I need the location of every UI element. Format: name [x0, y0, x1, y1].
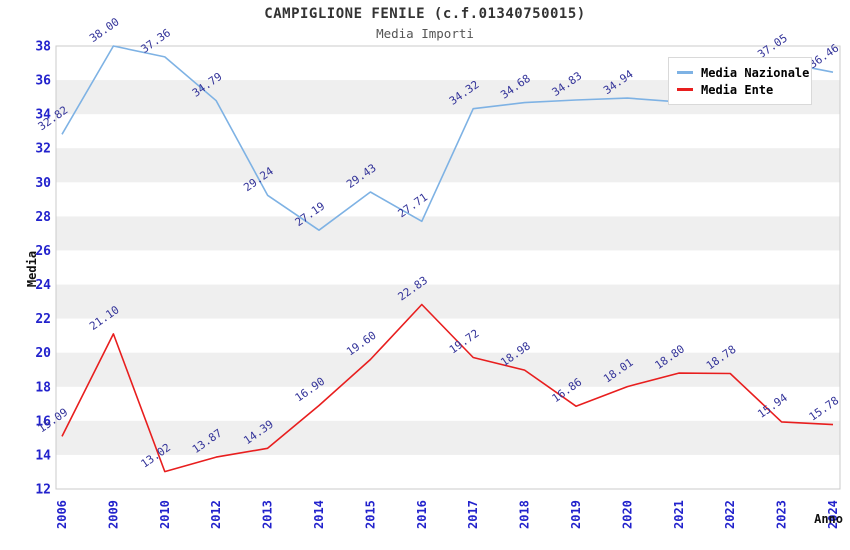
- plot-border: [55, 45, 841, 490]
- point-label: 37.36: [138, 26, 173, 56]
- legend-label: Media Nazionale: [701, 65, 810, 80]
- y-tick-label: 22: [35, 312, 51, 327]
- point-label: 38.00: [87, 15, 122, 45]
- y-tick-label: 30: [35, 176, 51, 191]
- y-axis-title: Media: [25, 250, 40, 288]
- x-tick-label: 2016: [415, 500, 429, 529]
- legend: Media Nazionale Media Ente: [668, 57, 812, 105]
- legend-label: Media Ente: [701, 82, 774, 97]
- x-tick-label: 2018: [518, 500, 532, 529]
- point-label: 19.72: [447, 327, 482, 357]
- y-tick-label: 12: [35, 483, 51, 498]
- x-tick-label: 2022: [723, 500, 737, 529]
- y-tick-label: 36: [35, 74, 51, 89]
- grid-band: [56, 216, 840, 251]
- x-tick-label: 2009: [106, 500, 120, 529]
- y-tick-label: 28: [35, 210, 51, 225]
- x-tick-label: 2017: [466, 500, 480, 529]
- x-tick-label: 2010: [158, 500, 172, 529]
- chart-subtitle: Media Importi: [376, 26, 474, 41]
- y-tick-label: 32: [35, 142, 51, 157]
- x-tick-label: 2013: [261, 500, 275, 529]
- x-axis-title: Anno: [814, 512, 843, 526]
- chart-title: CAMPIGLIONE FENILE (c.f.01340750015): [264, 6, 586, 22]
- x-tick-label: 2020: [620, 500, 634, 529]
- x-tick-label: 2019: [569, 500, 583, 529]
- y-tick-label: 18: [35, 380, 51, 395]
- x-tick-label: 2021: [672, 500, 686, 529]
- legend-item-media-nazionale: Media Nazionale: [677, 64, 809, 81]
- y-tick-label: 26: [35, 244, 51, 259]
- series-line-media-ente: [61, 303, 834, 473]
- x-tick-label: 2023: [775, 500, 789, 529]
- x-tick-label: 2006: [55, 500, 69, 529]
- point-label: 15.94: [755, 391, 790, 421]
- y-tick-label: 24: [35, 278, 51, 293]
- y-tick-label: 34: [35, 108, 51, 123]
- x-tick-label: 2024: [826, 500, 840, 529]
- y-tick-label: 38: [35, 40, 51, 55]
- x-tick-label: 2015: [363, 500, 377, 529]
- grid-band: [56, 352, 840, 387]
- y-tick-label: 14: [35, 448, 51, 463]
- grid-band: [56, 284, 840, 319]
- x-tick-label: 2014: [312, 500, 326, 529]
- legend-item-media-ente: Media Ente: [677, 81, 803, 98]
- legend-line-swatch-red: [677, 88, 693, 91]
- y-tick-label: 20: [35, 346, 51, 361]
- legend-line-swatch-blue: [677, 71, 693, 74]
- grid-band: [56, 420, 840, 455]
- point-label: 15.78: [807, 394, 842, 424]
- y-tick-label: 16: [35, 414, 51, 429]
- x-tick-label: 2012: [209, 500, 223, 529]
